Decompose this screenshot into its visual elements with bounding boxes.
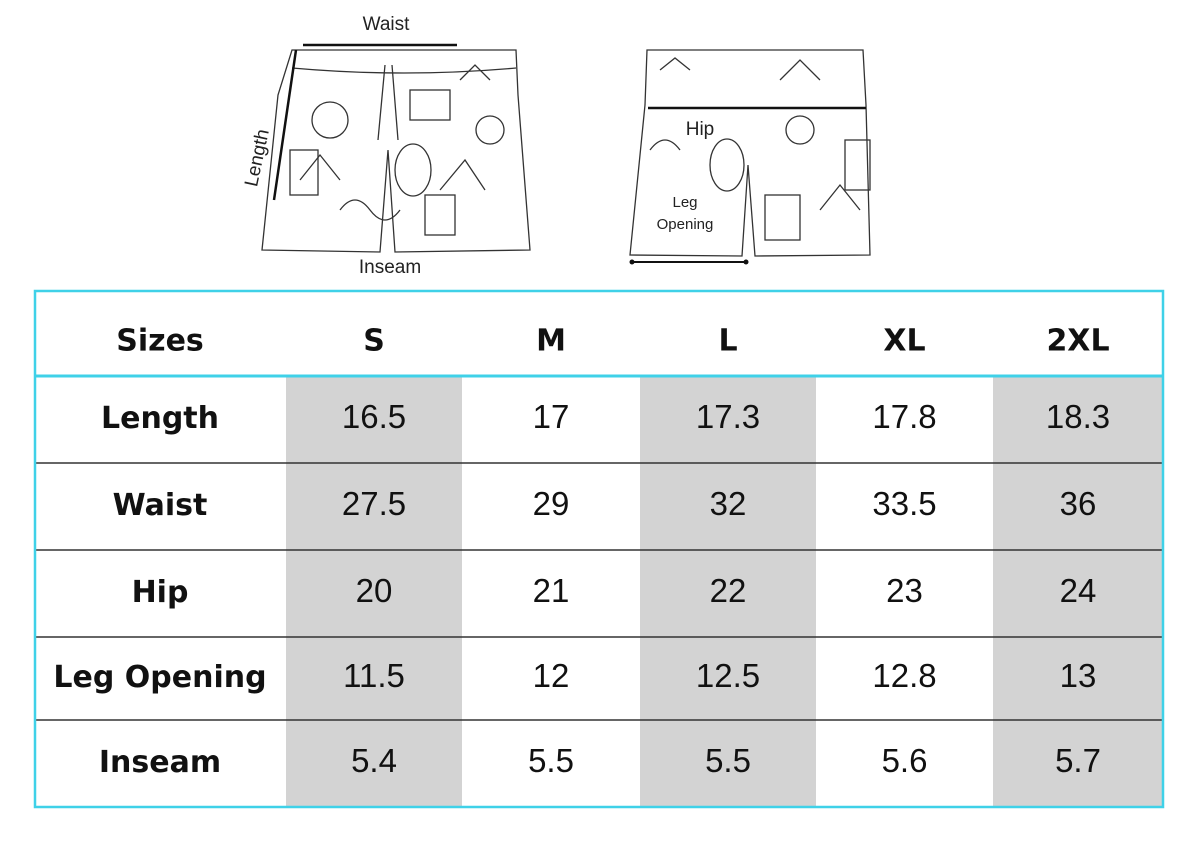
row-label: Inseam: [99, 745, 221, 780]
leg-end: [629, 259, 635, 265]
length-line: [272, 49, 298, 201]
cell-value: 24: [1060, 572, 1097, 609]
cell-value: 5.7: [1055, 742, 1101, 779]
hip-label: Hip: [686, 119, 715, 140]
cell-value: 29: [533, 485, 570, 522]
header-cell: M: [536, 324, 566, 359]
header-cell: S: [363, 324, 385, 359]
cell-value: 27.5: [342, 485, 406, 522]
cell-value: 5.5: [528, 742, 574, 779]
front-shorts: [261, 49, 531, 253]
header-cell: 2XL: [1046, 324, 1109, 359]
leg-opening-label: Opening: [657, 216, 714, 233]
cell-value: 11.5: [343, 657, 405, 694]
cell-value: 18.3: [1046, 398, 1110, 435]
size-table: Sizes S M L XL 2XL Length 16.5 17 17.3 17.8 18.3 Wai…: [33, 289, 1165, 809]
cell-value: 23: [886, 572, 923, 609]
cell-value: 12.5: [696, 657, 760, 694]
header-cell: L: [718, 324, 737, 359]
cell-value: 5.6: [882, 742, 928, 779]
cell-value: 22: [710, 572, 747, 609]
cell-value: 13: [1060, 657, 1097, 694]
row-label: Hip: [132, 575, 189, 610]
cell-value: 12.8: [872, 657, 936, 694]
shaded-column: [286, 376, 462, 807]
inseam-label: Inseam: [359, 257, 421, 278]
cell-value: 32: [710, 485, 747, 522]
leg-end: [743, 259, 749, 265]
row-label: Leg Opening: [53, 660, 266, 695]
header-cell: Sizes: [116, 324, 204, 359]
cell-value: 20: [356, 572, 393, 609]
shaded-column: [640, 376, 816, 807]
cell-value: 5.4: [351, 742, 397, 779]
cell-value: 21: [533, 572, 570, 609]
cell-value: 36: [1060, 485, 1097, 522]
cell-value: 17: [533, 398, 570, 435]
header-cell: XL: [883, 324, 925, 359]
cell-value: 17.3: [696, 398, 760, 435]
cell-value: 12: [533, 657, 570, 694]
cell-value: 5.5: [705, 742, 751, 779]
leg-opening-label: Leg: [672, 194, 697, 211]
shaded-column: [993, 376, 1163, 807]
row-label: Waist: [113, 488, 208, 523]
back-shorts: [629, 49, 871, 257]
cell-value: 16.5: [342, 398, 406, 435]
waist-label: Waist: [363, 14, 411, 35]
cell-value: 17.8: [872, 398, 936, 435]
cell-value: 33.5: [872, 485, 936, 522]
row-label: Length: [101, 401, 219, 436]
table-border: [33, 289, 1165, 809]
